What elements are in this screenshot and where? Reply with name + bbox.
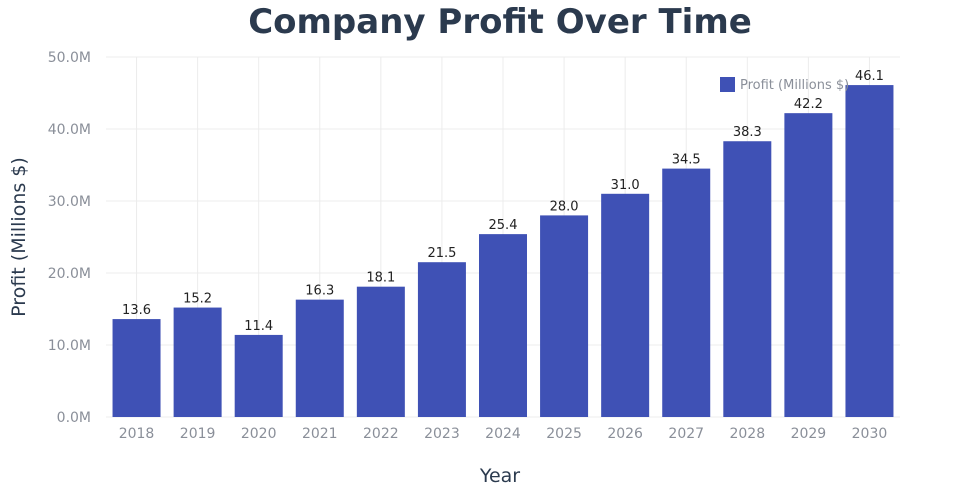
- bar-value-label: 11.4: [244, 319, 273, 334]
- x-axis-title: Year: [479, 465, 520, 487]
- y-axis-ticks: 0.0M 10.0M 20.0M 30.0M 40.0M 50.0M: [48, 50, 91, 426]
- bar: [356, 286, 405, 417]
- y-axis-title: Profit (Millions $): [8, 157, 30, 317]
- bar-value-label: 31.0: [611, 178, 640, 193]
- bar-value-label: 28.0: [550, 199, 579, 214]
- bar-value-label: 46.1: [855, 69, 884, 84]
- y-tick-label: 0.0M: [57, 410, 91, 426]
- bar-value-label: 16.3: [305, 284, 334, 299]
- y-tick-label: 20.0M: [48, 266, 91, 282]
- x-tick-label: 2021: [302, 426, 338, 442]
- bar: [112, 319, 161, 417]
- bar-value-label: 25.4: [489, 218, 518, 233]
- bar: [845, 85, 894, 417]
- bar: [479, 234, 527, 417]
- legend: Profit (Millions $): [720, 77, 849, 93]
- y-tick-label: 10.0M: [48, 338, 91, 354]
- bar-value-label: 21.5: [427, 246, 456, 261]
- legend-swatch: [720, 77, 735, 92]
- y-tick-label: 30.0M: [48, 194, 91, 210]
- y-tick-label: 40.0M: [48, 122, 91, 138]
- x-tick-label: 2026: [607, 426, 643, 442]
- bar: [601, 193, 650, 417]
- bar: [540, 215, 589, 417]
- x-tick-label: 2022: [363, 426, 399, 442]
- x-tick-label: 2024: [485, 426, 521, 442]
- bar: [295, 299, 344, 417]
- bar: [417, 262, 466, 417]
- bar-value-label: 18.1: [366, 271, 395, 286]
- x-tick-label: 2025: [546, 426, 582, 442]
- bar-value-label: 34.5: [672, 153, 701, 168]
- x-tick-label: 2029: [791, 426, 827, 442]
- x-tick-label: 2020: [241, 426, 277, 442]
- x-tick-label: 2027: [668, 426, 704, 442]
- x-tick-label: 2030: [852, 426, 888, 442]
- bar-value-label: 38.3: [733, 125, 762, 140]
- bar-value-label: 15.2: [183, 292, 212, 307]
- x-tick-label: 2019: [180, 426, 216, 442]
- bar: [234, 334, 283, 417]
- x-axis-ticks: 2018 2019 2020 2021 2022 2023 2024 2025 2026 2027…: [119, 426, 888, 442]
- bar-value-label: 42.2: [794, 97, 823, 112]
- x-tick-label: 2028: [729, 426, 765, 442]
- bars: [112, 85, 894, 418]
- x-tick-label: 2023: [424, 426, 460, 442]
- x-tick-label: 2018: [119, 426, 155, 442]
- bar: [723, 141, 772, 418]
- bar: [662, 168, 711, 417]
- bar: [173, 307, 222, 417]
- bar-value-label: 13.6: [122, 303, 151, 318]
- legend-label: Profit (Millions $): [740, 78, 849, 93]
- data-labels: 13.6 15.2 11.4 16.3 18.1 21.5 25.4 28.0 31.0 34.5…: [122, 69, 884, 334]
- bar: [784, 113, 833, 417]
- y-tick-label: 50.0M: [48, 50, 91, 66]
- chart-title: Company Profit Over Time: [248, 2, 752, 42]
